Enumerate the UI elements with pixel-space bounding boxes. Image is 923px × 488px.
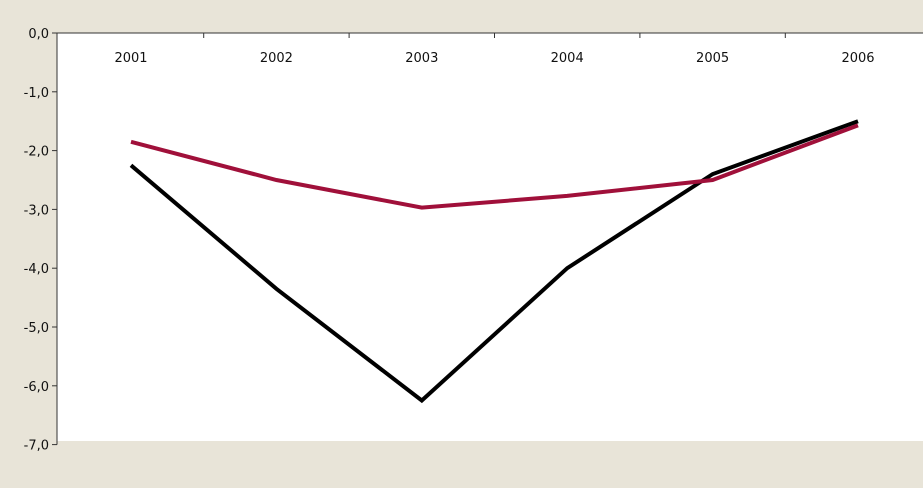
y-tick-label: -6,0: [24, 380, 49, 395]
x-tick-label: 2006: [841, 51, 874, 66]
y-tick-label: -7,0: [24, 439, 49, 454]
x-tick-label: 2005: [696, 51, 729, 66]
x-tick-label: 2002: [260, 51, 293, 66]
y-tick-label: -2,0: [24, 145, 49, 160]
y-tick-label: -1,0: [24, 86, 49, 101]
series-lines: [129, 119, 859, 404]
y-tick-label: -3,0: [24, 203, 49, 218]
x-axis: 2001 2002 2003 2004 2005 2006: [57, 32, 923, 66]
y-tick-label: 0,0: [28, 27, 49, 42]
y-axis: 0,0 -1,0 -2,0 -3,0 -4,0 -5,0 -6,0 -7,0: [24, 27, 58, 454]
series-line-1: [129, 119, 859, 404]
plot-area: [57, 33, 923, 441]
x-tick-label: 2001: [114, 51, 147, 66]
series-line-2: [130, 123, 859, 210]
x-tick-label: 2004: [551, 51, 584, 66]
x-tick-label: 2003: [405, 51, 438, 66]
y-tick-label: -4,0: [24, 262, 49, 277]
y-tick-label: -5,0: [24, 321, 49, 336]
